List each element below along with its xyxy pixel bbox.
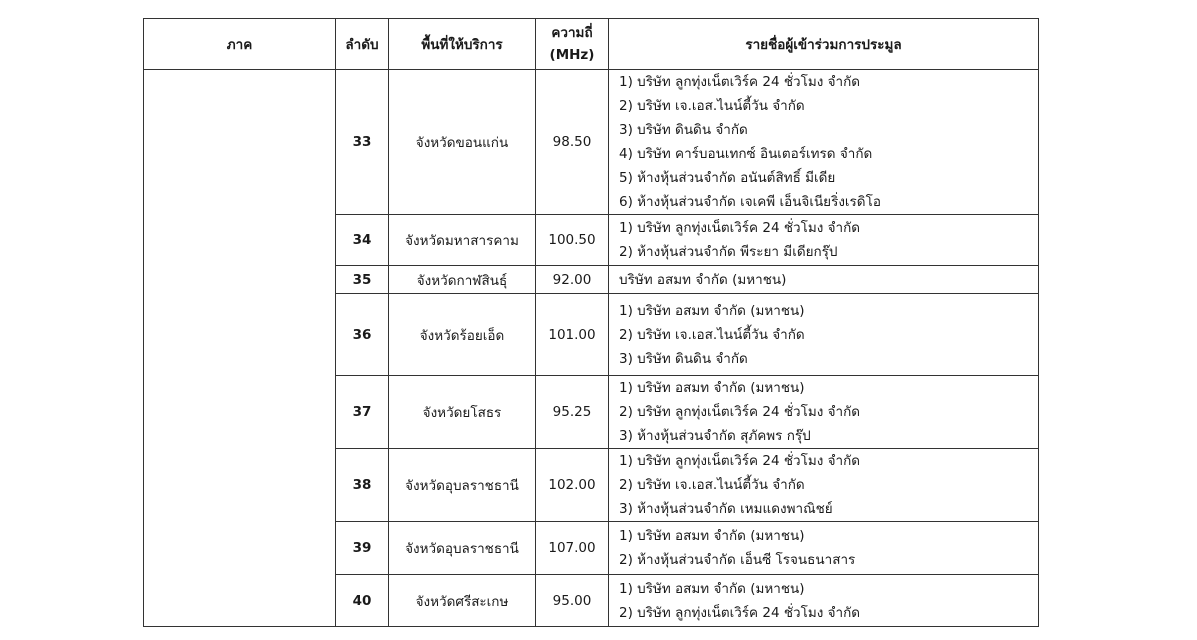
participants-cell: 1) บริษัท อสมท จำกัด (มหาชน) 2) บริษัท ลู… <box>608 574 1039 627</box>
header-order: ลำดับ <box>335 18 389 70</box>
frequency-cell: 95.00 <box>535 574 609 627</box>
table-header-row: ภาค ลำดับ พื้นที่ให้บริการ ความถี่ (MHz)… <box>143 18 1039 70</box>
header-region: ภาค <box>143 18 336 70</box>
order-cell: 40 <box>335 574 389 627</box>
order-cell: 36 <box>335 293 389 376</box>
participant-item: 2) ห้างหุ้นส่วนจำกัด เอ็นซี โรจนธนาสาร <box>619 552 856 568</box>
participants-cell: 1) บริษัท ลูกทุ่งเน็ตเวิร์ค 24 ชั่วโมง จ… <box>608 448 1039 522</box>
area-cell: จังหวัดขอนแก่น <box>388 69 536 215</box>
area-cell: จังหวัดอุบลราชธานี <box>388 521 536 575</box>
table-row: 37 จังหวัดยโสธร 95.25 1) บริษัท อสมท จำกัด … <box>144 375 1039 449</box>
table-row: 34 จังหวัดมหาสารคาม 100.50 1) บริษัท ลูกทุ่… <box>144 214 1039 266</box>
frequency-cell: 107.00 <box>535 521 609 575</box>
header-area: พื้นที่ให้บริการ <box>388 18 536 70</box>
order-cell: 34 <box>335 214 389 266</box>
participant-item: 1) บริษัท ลูกทุ่งเน็ตเวิร์ค 24 ชั่วโมง จ… <box>619 74 861 90</box>
participant-item: 2) บริษัท เจ.เอส.ไนน์ตี้วัน จำกัด <box>619 98 805 114</box>
frequency-cell: 98.50 <box>535 69 609 215</box>
participants-cell: 1) บริษัท ลูกทุ่งเน็ตเวิร์ค 24 ชั่วโมง จ… <box>608 69 1039 215</box>
order-cell: 39 <box>335 521 389 575</box>
order-cell: 37 <box>335 375 389 449</box>
participant-item: บริษัท อสมท จำกัด (มหาชน) <box>619 271 787 288</box>
header-frequency-unit: (MHz) <box>549 47 595 63</box>
frequency-cell: 100.50 <box>535 214 609 266</box>
header-participants: รายชื่อผู้เข้าร่วมการประมูล <box>608 18 1039 70</box>
area-cell: จังหวัดอุบลราชธานี <box>388 448 536 522</box>
header-frequency: ความถี่ (MHz) <box>535 18 609 70</box>
area-cell: จังหวัดกาฬสินธุ์ <box>388 265 536 294</box>
header-frequency-label: ความถี่ <box>551 25 593 41</box>
participant-item: 2) บริษัท ลูกทุ่งเน็ตเวิร์ค 24 ชั่วโมง จ… <box>619 404 861 420</box>
participant-item: 3) ห้างหุ้นส่วนจำกัด เหมแดงพาณิชย์ <box>619 501 833 517</box>
participant-item: 1) บริษัท อสมท จำกัด (มหาชน) <box>619 528 805 544</box>
table-row: 39 จังหวัดอุบลราชธานี 107.00 1) บริษัท อสมท… <box>144 521 1039 575</box>
participant-item: 6) ห้างหุ้นส่วนจำกัด เจเคพี เอ็นจิเนียริ… <box>619 194 881 210</box>
frequency-cell: 95.25 <box>535 375 609 449</box>
participants-cell: 1) บริษัท อสมท จำกัด (มหาชน) 2) ห้างหุ้นส… <box>608 521 1039 575</box>
participant-item: 2) บริษัท ลูกทุ่งเน็ตเวิร์ค 24 ชั่วโมง จ… <box>619 604 861 621</box>
table-row: 36 จังหวัดร้อยเอ็ด 101.00 1) บริษัท อสมท จำ… <box>144 293 1039 376</box>
table-row: 35 จังหวัดกาฬสินธุ์ 92.00 บริษัท อสมท จำกัด… <box>144 265 1039 294</box>
participant-item: 5) ห้างหุ้นส่วนจำกัด อนันต์สิทธิ์ มีเดีย <box>619 170 836 186</box>
participant-item: 1) บริษัท ลูกทุ่งเน็ตเวิร์ค 24 ชั่วโมง จ… <box>619 220 861 236</box>
frequency-cell: 102.00 <box>535 448 609 522</box>
participant-item: 2) ห้างหุ้นส่วนจำกัด พีระยา มีเดียกรุ๊ป <box>619 244 838 260</box>
participants-cell: 1) บริษัท อสมท จำกัด (มหาชน) 2) บริษัท ลู… <box>608 375 1039 449</box>
region-cell <box>143 69 336 627</box>
participants-cell: 1) บริษัท อสมท จำกัด (มหาชน) 2) บริษัท เจ… <box>608 293 1039 376</box>
area-cell: จังหวัดศรีสะเกษ <box>388 574 536 627</box>
frequency-cell: 92.00 <box>535 265 609 294</box>
participant-item: 2) บริษัท เจ.เอส.ไนน์ตี้วัน จำกัด <box>619 326 805 343</box>
area-cell: จังหวัดมหาสารคาม <box>388 214 536 266</box>
frequency-cell: 101.00 <box>535 293 609 376</box>
table-row: 40 จังหวัดศรีสะเกษ 95.00 1) บริษัท อสมท จำก… <box>144 574 1039 627</box>
participants-cell: บริษัท อสมท จำกัด (มหาชน) <box>608 265 1039 294</box>
table-row: 33 จังหวัดขอนแก่น 98.50 1) บริษัท ลูกทุ่งเน… <box>143 69 1039 627</box>
area-cell: จังหวัดร้อยเอ็ด <box>388 293 536 376</box>
order-cell: 35 <box>335 265 389 294</box>
area-cell: จังหวัดยโสธร <box>388 375 536 449</box>
participant-item: 1) บริษัท อสมท จำกัด (มหาชน) <box>619 380 805 396</box>
participant-item: 3) บริษัท ดินดิน จำกัด <box>619 350 748 367</box>
order-cell: 38 <box>335 448 389 522</box>
participant-item: 1) บริษัท ลูกทุ่งเน็ตเวิร์ค 24 ชั่วโมง จ… <box>619 453 861 469</box>
participant-item: 4) บริษัท คาร์บอนเทกซ์ อินเตอร์เทรด จำกั… <box>619 146 873 162</box>
participant-item: 2) บริษัท เจ.เอส.ไนน์ตี้วัน จำกัด <box>619 477 805 493</box>
participant-item: 3) บริษัท ดินดิน จำกัด <box>619 122 748 138</box>
participant-item: 1) บริษัท อสมท จำกัด (มหาชน) <box>619 302 805 319</box>
order-cell: 33 <box>335 69 389 215</box>
auction-participants-table: ภาค ลำดับ พื้นที่ให้บริการ ความถี่ (MHz)… <box>143 18 1039 627</box>
participants-cell: 1) บริษัท ลูกทุ่งเน็ตเวิร์ค 24 ชั่วโมง จ… <box>608 214 1039 266</box>
participant-item: 1) บริษัท อสมท จำกัด (มหาชน) <box>619 580 805 597</box>
participant-item: 3) ห้างหุ้นส่วนจำกัด สุภัคพร กรุ๊ป <box>619 428 811 444</box>
